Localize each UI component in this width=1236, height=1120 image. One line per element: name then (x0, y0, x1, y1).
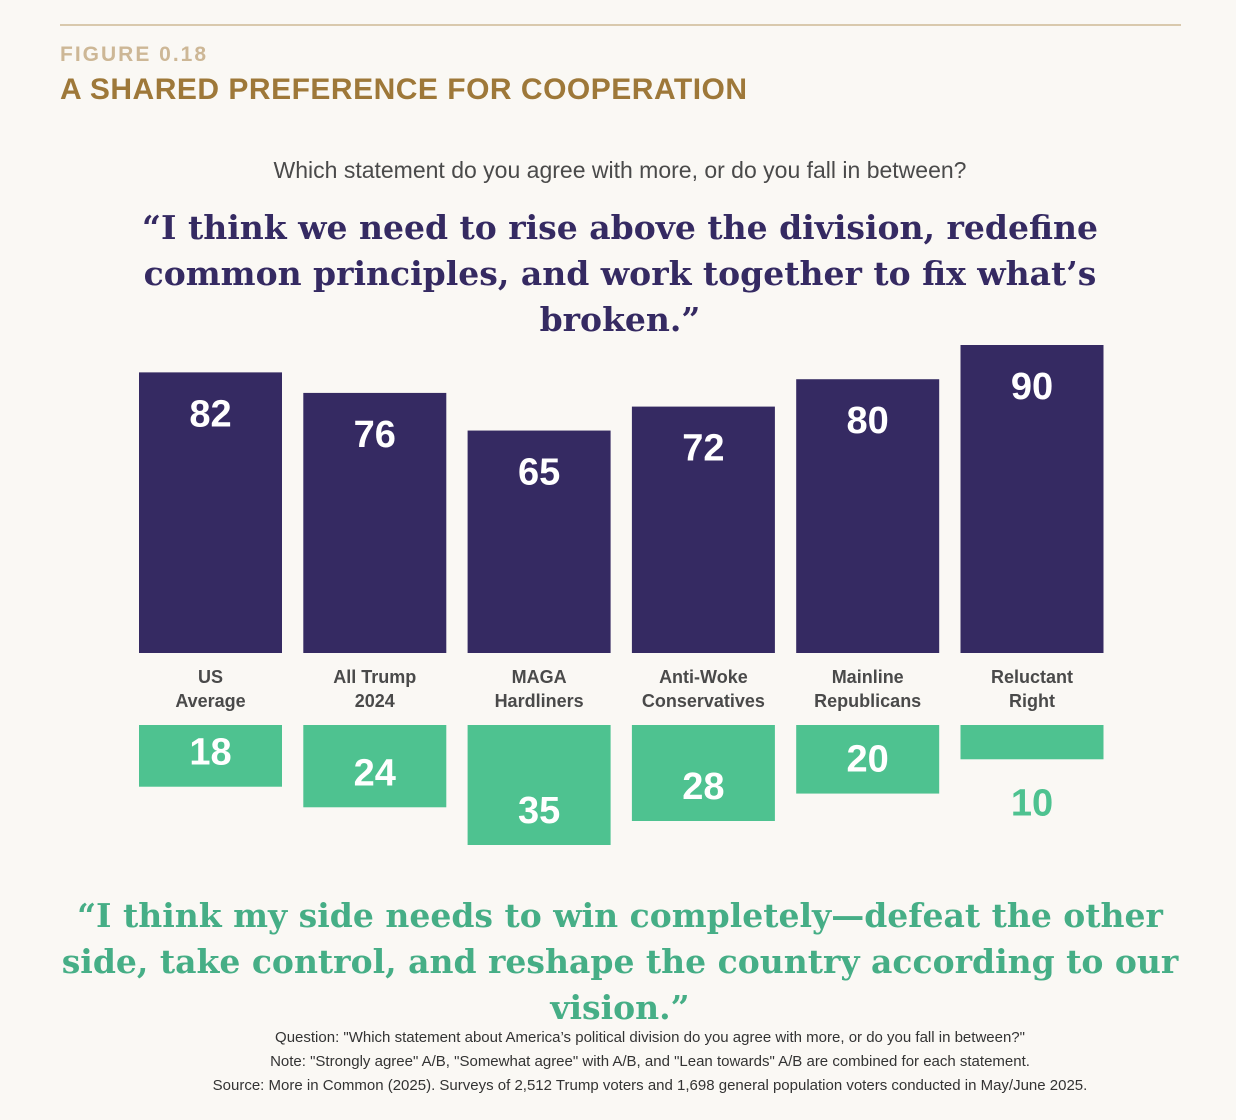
cooperation-value-label: 76 (354, 414, 396, 456)
category-label: All Trump (333, 667, 416, 687)
win-value-label: 24 (354, 752, 396, 794)
win-bar (796, 725, 940, 794)
top-rule (60, 24, 1181, 26)
cooperation-value-label: 90 (1011, 366, 1053, 408)
cooperation-bar (467, 430, 611, 653)
category-label: Anti-Woke (659, 667, 748, 687)
win-bar (303, 725, 447, 808)
footnote-question: Question: "Which statement about America… (275, 1029, 1025, 1046)
win-value-label: 18 (189, 732, 231, 774)
diverging-bar-chart: 82 US Average 18 76 All Trump 2024 24 65 MAGA Hard… (139, 345, 1104, 845)
cooperation-bar (631, 406, 775, 653)
cooperation-bar (139, 372, 282, 653)
category-label: Reluctant (991, 667, 1073, 687)
survey-question: Which statement do you agree with more, … (273, 157, 967, 183)
cooperation-value-label: 80 (847, 400, 889, 442)
category-label: Average (175, 691, 245, 711)
win-bar (467, 725, 611, 845)
cooperation-value-label: 65 (518, 452, 560, 494)
figure-label: FIGURE 0.18 (60, 43, 209, 66)
win-bar (960, 725, 1104, 760)
win-bar (631, 725, 775, 821)
cooperation-statement: “I think we need to rise above the divis… (142, 208, 1098, 339)
category-label: Republicans (814, 691, 921, 711)
footnote-note: Note: "Strongly agree" A/B, "Somewhat ag… (270, 1053, 1030, 1070)
footnotes: Question: "Which statement about America… (0, 1026, 1236, 1098)
cooperation-bar (796, 379, 940, 653)
category-label: Hardliners (495, 691, 584, 711)
win-bar (139, 725, 282, 787)
win-statement: “I think my side needs to win completely… (61, 896, 1179, 1027)
category-label: Conservatives (642, 691, 765, 711)
figure-title: A SHARED PREFERENCE FOR COOPERATION (60, 73, 748, 106)
category-label: Right (1009, 691, 1055, 711)
cooperation-value-label: 82 (189, 393, 231, 435)
category-label: US (198, 667, 223, 687)
win-value-label: 35 (518, 790, 560, 832)
win-value-label: 10 (1011, 782, 1053, 824)
cooperation-bar (960, 345, 1104, 653)
category-label: Mainline (832, 667, 904, 687)
category-label: MAGA (512, 667, 567, 687)
footnote-source: Source: More in Common (2025). Surveys o… (212, 1077, 1088, 1094)
category-label: 2024 (355, 691, 395, 711)
win-value-label: 28 (682, 766, 724, 808)
win-value-label: 20 (847, 739, 889, 781)
cooperation-value-label: 72 (682, 428, 724, 470)
cooperation-bar (303, 392, 447, 653)
